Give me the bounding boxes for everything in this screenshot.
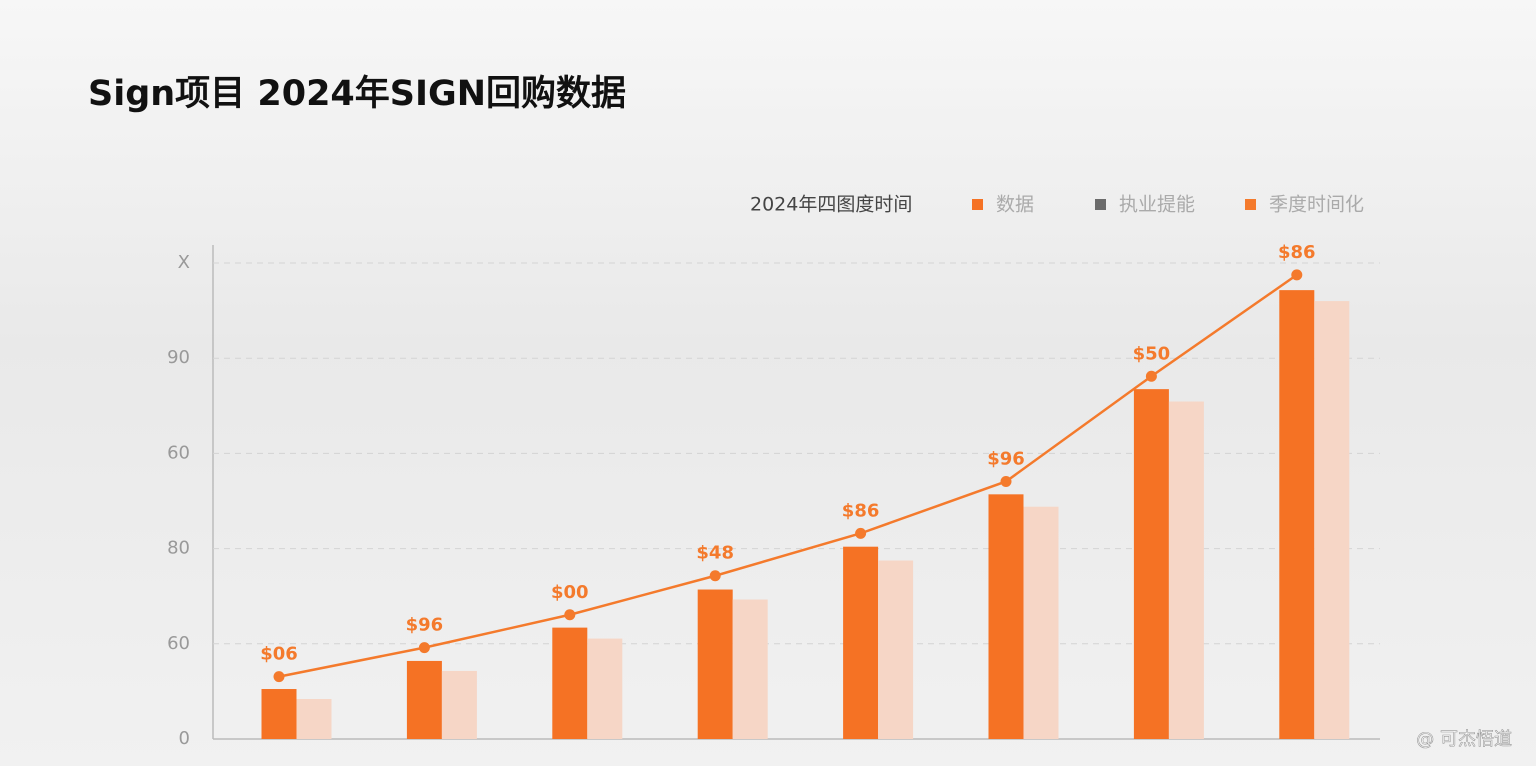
line-point	[1000, 475, 1012, 487]
legend-swatch	[972, 199, 983, 210]
y-tick-label: 60	[167, 442, 190, 463]
line-point	[709, 570, 721, 582]
bar	[843, 546, 879, 739]
line-point	[855, 527, 867, 539]
bar	[878, 560, 914, 739]
bar	[296, 699, 332, 739]
chart-title: Sign项目 2024年SIGN回购数据	[88, 74, 626, 114]
bar	[441, 670, 477, 739]
legend-swatch	[1095, 199, 1106, 210]
data-label: $96	[406, 615, 444, 636]
bar	[1133, 389, 1169, 739]
line-point	[418, 642, 430, 654]
legend-label: 数据	[996, 194, 1034, 216]
line-point	[564, 609, 576, 621]
bar	[1168, 401, 1204, 739]
legend-title: 2024年四图度时间	[750, 194, 912, 216]
legend-label: 季度时间化	[1269, 194, 1364, 216]
data-label: $86	[1278, 242, 1316, 263]
legend-swatch	[1245, 199, 1256, 210]
bar	[697, 589, 733, 739]
data-label: $96	[987, 448, 1025, 469]
data-label: $06	[260, 644, 298, 665]
line-point	[1291, 269, 1303, 281]
data-label: $50	[1133, 343, 1171, 364]
line-point	[273, 671, 285, 683]
line-point	[1145, 370, 1157, 382]
bar	[1314, 301, 1350, 739]
bar	[261, 689, 297, 739]
data-label: $86	[842, 500, 880, 521]
legend-label: 执业提能	[1119, 194, 1195, 216]
bar	[988, 494, 1024, 739]
y-tick-label: X	[178, 252, 190, 273]
data-label: $00	[551, 582, 589, 603]
bar	[732, 599, 768, 739]
y-tick-label: 0	[179, 728, 190, 749]
y-tick-label: 80	[167, 538, 190, 559]
bar	[1023, 506, 1059, 739]
line	[278, 273, 1298, 678]
bar	[1279, 290, 1315, 739]
y-tick-label: 90	[167, 347, 190, 368]
bar	[587, 638, 623, 739]
bar	[406, 660, 442, 739]
watermark: @ 可杰悟道	[1416, 729, 1512, 750]
bar	[552, 627, 588, 739]
data-label: $48	[696, 543, 734, 564]
y-tick-label: 60	[167, 633, 190, 654]
